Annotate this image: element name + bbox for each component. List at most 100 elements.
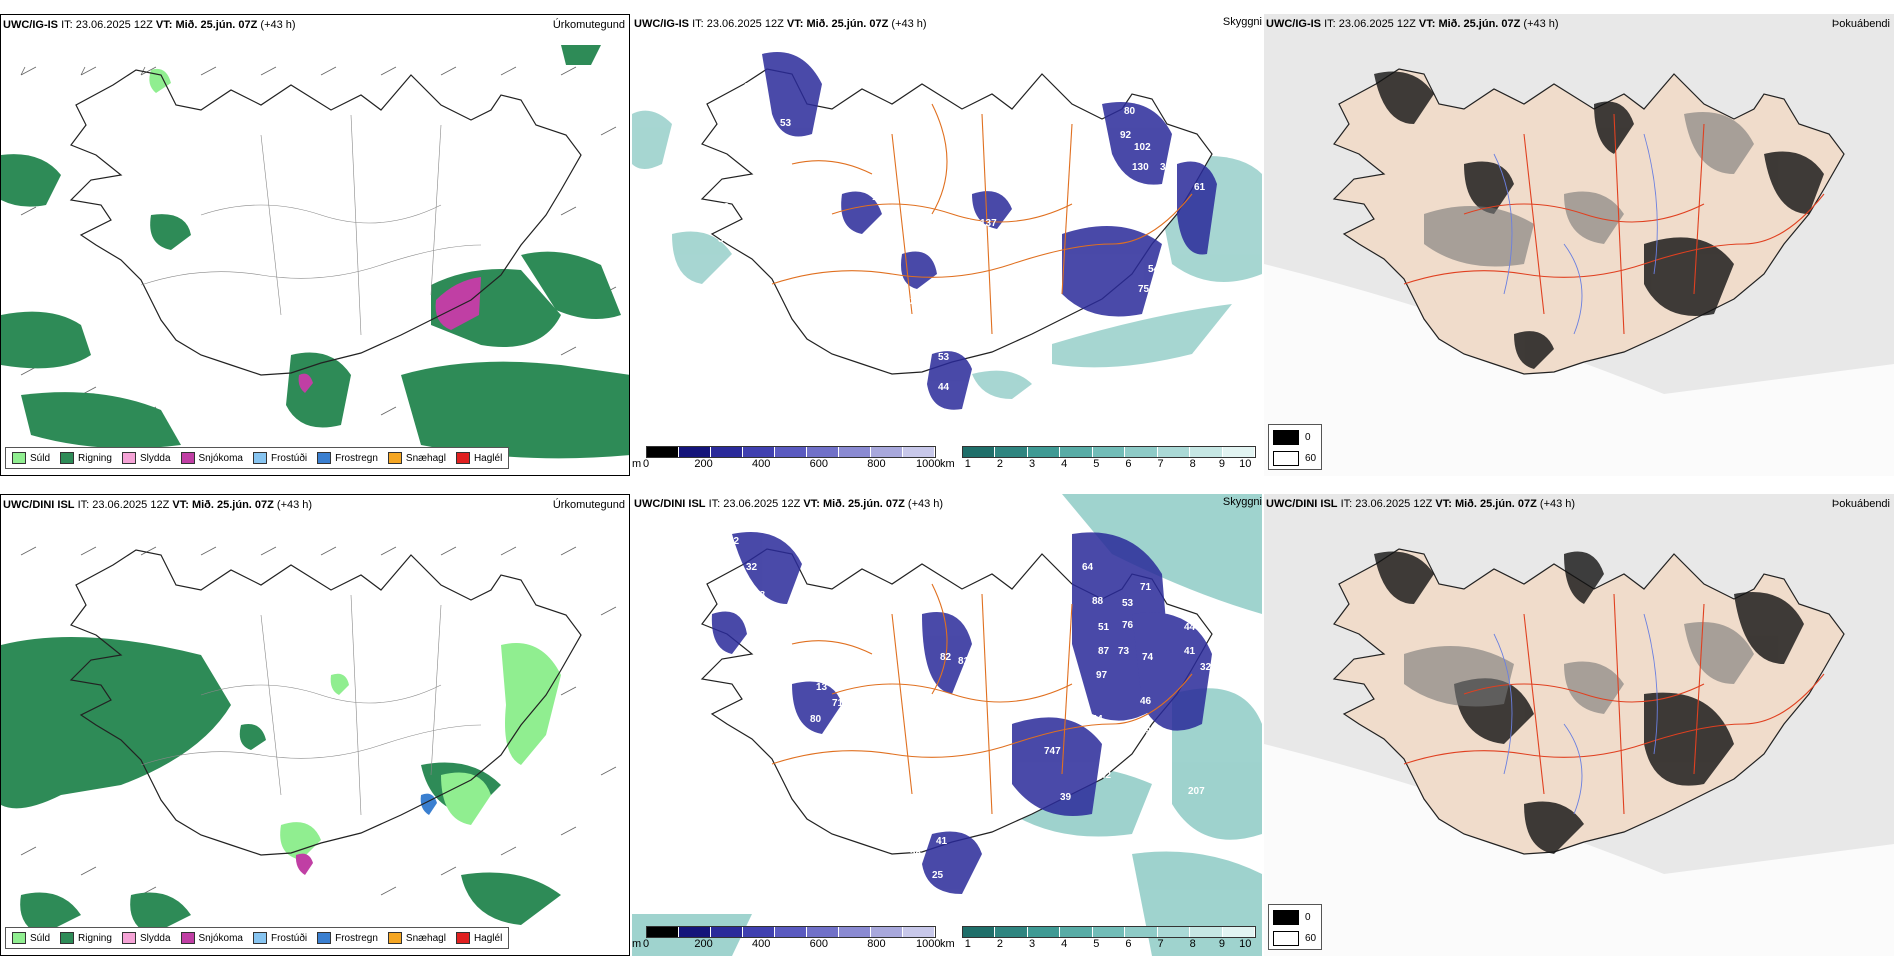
cloud-base-labels: 52 52 32 48 64 88 71 53 51 76 44 41 32 8…: [714, 536, 1212, 881]
svg-text:59: 59: [728, 58, 740, 69]
low-cloud-areas: [711, 532, 1212, 894]
precip-map-row1: [1, 45, 629, 459]
legend-item: Súld: [12, 932, 50, 944]
legend-item: 0: [1273, 428, 1317, 446]
svg-text:77: 77: [798, 224, 810, 235]
svg-text:76: 76: [862, 262, 874, 273]
panel-title: Úrkomutegund: [552, 19, 625, 31]
svg-text:51: 51: [1098, 622, 1110, 633]
fog-panel-row1: UWC/IG-IS IT: 23.06.2025 12Z VT: Mið. 25…: [1264, 14, 1894, 476]
legend-item: Frostregn: [317, 452, 378, 464]
snow-area-small: [298, 373, 313, 393]
svg-text:39: 39: [1140, 726, 1152, 737]
svg-text:747: 747: [1044, 746, 1061, 757]
svg-text:336: 336: [758, 188, 775, 199]
drizzle-areas: [280, 643, 561, 860]
svg-text:68: 68: [784, 210, 796, 221]
legend-item: Snæhagl: [387, 932, 446, 944]
precip-panel-row1: UWC/IG-IS IT: 23.06.2025 12Z VT: Mið. 25…: [0, 14, 630, 476]
rivers: [1493, 613, 1658, 815]
legend-item: Rigning: [60, 932, 112, 944]
panel-header: UWC/DINI ISL IT: 23.06.2025 12Z VT: Mið.…: [1266, 498, 1576, 510]
precip-panel-row2: UWC/DINI ISL IT: 23.06.2025 12Z VT: Mið.…: [0, 494, 630, 956]
svg-text:11: 11: [714, 106, 725, 117]
svg-text:41: 41: [1184, 646, 1196, 657]
svg-text:207: 207: [1188, 786, 1205, 797]
rivers: [1493, 133, 1658, 335]
svg-text:80: 80: [1124, 106, 1136, 117]
wind-barbs: [20, 546, 617, 896]
panel-title: Þokuábendi: [1831, 18, 1890, 30]
legend-item: Snjókoma: [180, 932, 243, 944]
svg-text:54: 54: [1148, 264, 1160, 275]
legend-item: Snjókoma: [180, 452, 243, 464]
svg-text:32: 32: [746, 562, 758, 573]
svg-text:15: 15: [872, 192, 884, 203]
low-cloud-areas: [762, 52, 1217, 410]
fog-map-row2: [1264, 494, 1894, 956]
svg-text:34: 34: [1142, 748, 1154, 759]
legend-item: Slydda: [121, 932, 171, 944]
svg-text:30: 30: [1160, 162, 1172, 173]
legend-item: Slydda: [121, 452, 171, 464]
svg-text:40: 40: [1106, 748, 1118, 759]
visibility-panel-row1: 59 38 52 50 53 11 116 83 153 336 68 77 1…: [632, 14, 1262, 476]
panel-title: Skyggni: [1222, 16, 1262, 28]
visibility-map-row1: 59 38 52 50 53 11 116 83 153 336 68 77 1…: [632, 52, 1262, 410]
svg-text:39: 39: [910, 850, 922, 861]
svg-text:82: 82: [940, 652, 952, 663]
svg-text:52: 52: [724, 78, 736, 89]
svg-text:76: 76: [1122, 620, 1134, 631]
legend-item: Haglél: [455, 452, 502, 464]
legend-item: Rigning: [60, 452, 112, 464]
svg-text:88: 88: [1016, 264, 1028, 275]
svg-text:53: 53: [780, 118, 792, 129]
visibility-colorbar: km 1 2 3 4 5 6 7 8 9 10: [940, 446, 1258, 472]
svg-text:144: 144: [1086, 714, 1103, 725]
svg-text:137: 137: [980, 218, 997, 229]
legend-item: Frostúði: [252, 932, 307, 944]
visibility-panel-row2: 52 52 32 48 64 88 71 53 51 76 44 41 32 8…: [632, 494, 1262, 956]
svg-text:41: 41: [936, 836, 948, 847]
precip-legend: Súld Rigning Slydda Snjókoma Frostúði Fr…: [5, 447, 510, 469]
svg-text:75: 75: [1138, 284, 1150, 295]
panel-header: UWC/IG-IS IT: 23.06.2025 12Z VT: Mið. 25…: [1266, 18, 1559, 30]
svg-text:61: 61: [910, 832, 922, 843]
svg-text:39: 39: [1060, 792, 1072, 803]
svg-text:73: 73: [1118, 646, 1130, 657]
svg-text:37: 37: [718, 234, 730, 245]
panel-header: UWC/IG-IS IT: 23.06.2025 12Z VT: Mið. 25…: [3, 19, 296, 31]
legend-item: Haglél: [455, 932, 502, 944]
fog-dark-areas: [1374, 71, 1824, 369]
precip-map-row2: [1, 546, 617, 935]
svg-text:13: 13: [718, 202, 730, 213]
svg-text:67: 67: [1032, 666, 1044, 677]
roads: [140, 114, 482, 336]
svg-text:98: 98: [1004, 182, 1016, 193]
svg-text:13: 13: [816, 682, 828, 693]
svg-text:225: 225: [740, 234, 757, 245]
fog-gray-areas: [1404, 622, 1754, 714]
cloud-base-colorbar: m 0 200 400 600 800 1000: [632, 926, 940, 952]
svg-text:12: 12: [960, 218, 972, 229]
svg-text:153: 153: [756, 164, 773, 175]
svg-text:81: 81: [882, 256, 894, 267]
cloud-base-labels: 59 38 52 50 53 11 116 83 153 336 68 77 1…: [710, 58, 1206, 393]
svg-text:25: 25: [932, 870, 944, 881]
panel-title: Skyggni: [1222, 496, 1262, 508]
svg-text:111: 111: [926, 700, 942, 711]
roads: [771, 103, 1193, 335]
svg-text:102: 102: [1134, 142, 1151, 153]
panel-title: Þokuábendi: [1831, 498, 1890, 510]
svg-text:53: 53: [938, 352, 950, 363]
svg-text:97: 97: [1096, 670, 1108, 681]
legend-item: 60: [1273, 929, 1317, 947]
svg-text:32: 32: [1200, 662, 1212, 673]
svg-text:71: 71: [1140, 582, 1152, 593]
rain-areas: [1, 45, 629, 459]
svg-text:52: 52: [728, 536, 740, 547]
svg-text:44: 44: [1184, 622, 1196, 633]
legend-item: Snæhagl: [387, 452, 446, 464]
fog-map-row1: [1264, 14, 1894, 476]
roads: [771, 583, 1193, 815]
